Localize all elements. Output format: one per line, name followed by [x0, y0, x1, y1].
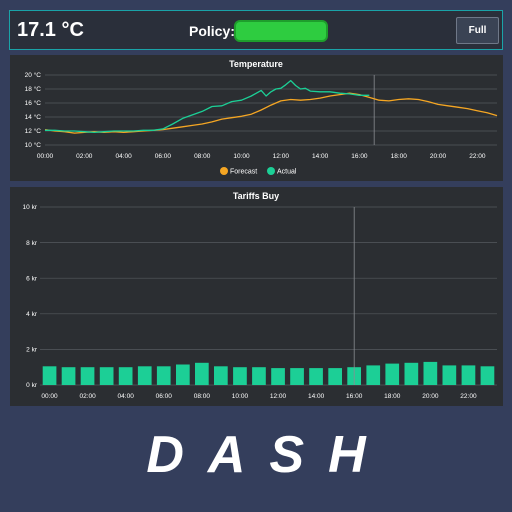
tariff-bar: [461, 365, 476, 385]
y-tick-label: 0 kr: [26, 382, 38, 389]
x-tick-label: 06:00: [156, 393, 173, 400]
tariff-bar: [366, 365, 381, 385]
tariff-bar: [118, 367, 133, 385]
tariff-bar: [137, 366, 152, 385]
chart-title: Temperature: [229, 59, 283, 69]
tariff-bar: [309, 368, 323, 385]
x-tick-label: 22:00: [469, 153, 486, 160]
tariff-bar: [61, 367, 76, 385]
tariff-bar: [480, 366, 495, 385]
tariff-bar: [423, 361, 438, 385]
tariffs-chart-panel: Tariffs Buy 0 kr 2 kr 4 kr 6 kr 8 kr 10 kr 00:0…: [10, 187, 503, 406]
temperature-chart: Temperature 10 °C 12 °C 14 °C 16 °C 18 °C 20 °…: [25, 59, 498, 176]
x-tick-label: 16:00: [351, 153, 368, 160]
x-tick-label: 12:00: [270, 393, 287, 400]
x-tick-label: 00:00: [41, 393, 58, 400]
tariff-bar: [328, 368, 342, 385]
tariff-bar: [385, 363, 400, 385]
chart-title: Tariffs Buy: [233, 191, 279, 201]
x-tick-label: 02:00: [79, 393, 96, 400]
x-tick-label: 12:00: [273, 153, 290, 160]
tariff-bar: [99, 367, 114, 385]
policy-status-indicator[interactable]: [234, 20, 328, 42]
x-tick-label: 20:00: [430, 153, 447, 160]
x-tick-label: 10:00: [232, 393, 249, 400]
x-tick-label: 04:00: [118, 393, 135, 400]
x-tick-label: 20:00: [422, 393, 439, 400]
top-bar: 17.1 °C Policy: Full: [9, 10, 503, 50]
policy-label: Policy:: [189, 23, 235, 39]
tariff-bar: [290, 368, 304, 385]
tariff-bar: [442, 365, 457, 385]
legend-marker-forecast: [220, 167, 228, 175]
x-tick-label: 16:00: [346, 393, 363, 400]
tariff-bar: [42, 366, 57, 385]
y-tick-label: 10 kr: [23, 204, 38, 211]
x-tick-label: 22:00: [460, 393, 477, 400]
x-tick-label: 18:00: [384, 393, 401, 400]
x-tick-label: 18:00: [391, 153, 408, 160]
tariff-bar: [271, 368, 285, 385]
tariff-bar: [214, 366, 228, 385]
tariff-bar: [233, 367, 247, 385]
x-tick-label: 14:00: [312, 153, 329, 160]
x-tick-label: 08:00: [194, 153, 211, 160]
x-tick-label: 14:00: [308, 393, 325, 400]
x-tick-label: 00:00: [37, 153, 54, 160]
series-line-actual: [45, 79, 370, 134]
y-tick-label: 8 kr: [26, 240, 38, 247]
tariff-bar: [195, 362, 209, 386]
y-tick-label: 12 °C: [25, 127, 42, 135]
y-tick-label: 16 °C: [25, 99, 42, 107]
dash-logo: DASH: [146, 426, 390, 484]
y-tick-label: 10 °C: [25, 141, 42, 149]
tariff-bar: [80, 367, 95, 385]
legend-marker-actual: [267, 167, 275, 175]
x-tick-label: 06:00: [155, 153, 172, 160]
tariff-bar: [176, 364, 190, 385]
y-tick-label: 4 kr: [26, 311, 38, 318]
series-line-forecast: [44, 92, 498, 134]
y-tick-label: 20 °C: [25, 71, 42, 79]
x-tick-label: 04:00: [115, 153, 132, 160]
current-temperature: 17.1 °C: [17, 19, 84, 41]
x-tick-label: 10:00: [233, 153, 250, 160]
tariff-bar: [404, 362, 419, 386]
tariffs-buy-chart: Tariffs Buy 0 kr 2 kr 4 kr 6 kr 8 kr 10 kr 00:0…: [23, 191, 497, 400]
y-tick-label: 14 °C: [25, 113, 42, 121]
y-tick-label: 2 kr: [26, 347, 38, 354]
x-tick-label: 08:00: [194, 393, 211, 400]
y-tick-label: 18 °C: [25, 85, 42, 93]
tariff-bar: [252, 367, 266, 385]
legend-label-actual: Actual: [277, 169, 297, 176]
x-tick-label: 02:00: [76, 153, 93, 160]
full-button[interactable]: Full: [456, 17, 499, 44]
tariff-bar: [156, 366, 171, 385]
temperature-chart-panel: Temperature 10 °C 12 °C 14 °C 16 °C 18 °C 20 °…: [10, 55, 503, 181]
legend-label-forecast: Forecast: [230, 169, 257, 176]
y-tick-label: 6 kr: [26, 275, 38, 282]
